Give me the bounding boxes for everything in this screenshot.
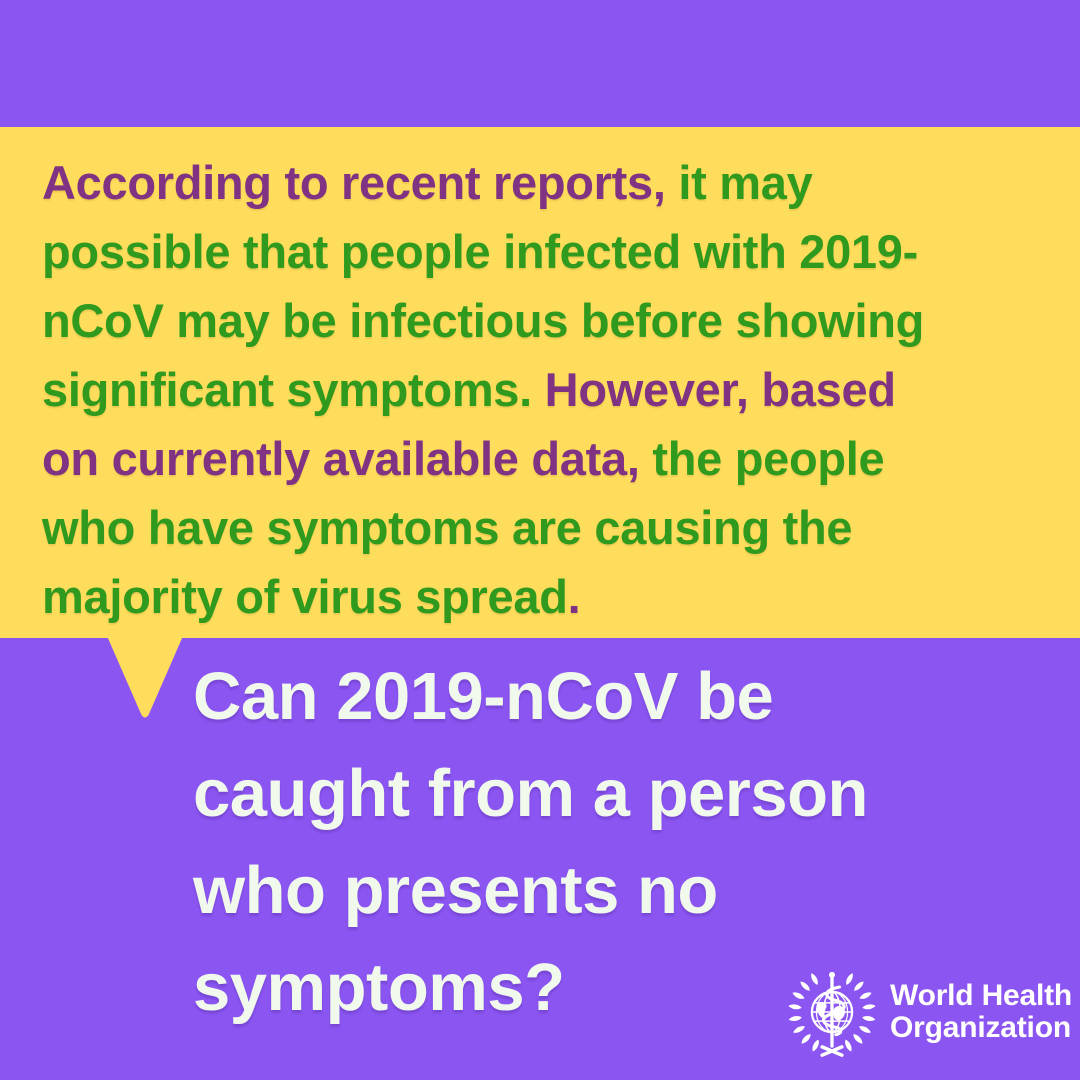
bubble-text-line: on currently available data, the people xyxy=(42,424,1040,493)
bubble-text-line: According to recent reports, it may xyxy=(42,148,1040,217)
bubble-text-segment: However, based xyxy=(531,363,896,416)
bubble-text-line: significant symptoms. However, based xyxy=(42,355,1040,424)
bubble-text-segment: it may xyxy=(665,156,813,209)
bubble-text-line: nCoV may be infectious before showing xyxy=(42,286,1040,355)
speech-bubble: According to recent reports, it may possi… xyxy=(0,127,1080,638)
bubble-text-segment: significant symptoms. xyxy=(42,363,532,416)
bubble-text-segment: who have symptoms are causing the xyxy=(42,501,853,554)
bubble-text-segment: . xyxy=(567,570,581,623)
who-wordmark-line1: World Health xyxy=(890,979,1073,1012)
bubble-text-segment: nCoV may be infectious before showing xyxy=(42,294,925,347)
who-emblem-icon xyxy=(788,971,876,1057)
bubble-text: According to recent reports, it may possi… xyxy=(42,148,1040,631)
bubble-text-line: who have symptoms are causing the xyxy=(42,493,1040,562)
who-wordmark-line2: Organization xyxy=(890,1011,1071,1044)
question-text: Can 2019-nCoV be caught from a person wh… xyxy=(193,659,868,1025)
bubble-text-segment: possible that people infected with 2019- xyxy=(42,225,918,278)
bubble-text-segment: the people xyxy=(639,432,885,485)
speech-bubble-tail-icon xyxy=(107,636,183,718)
bubble-text-line: majority of virus spread. xyxy=(42,562,1040,631)
who-wordmark: World Health Organization xyxy=(890,980,1072,1044)
bubble-text-segment: on currently available data, xyxy=(42,432,640,485)
bubble-text-segment: According to recent reports, xyxy=(42,156,666,209)
bubble-text-line: possible that people infected with 2019- xyxy=(42,217,1040,286)
bubble-text-segment: majority of virus spread xyxy=(42,570,568,623)
who-logo: World Health Organization xyxy=(785,964,1072,1060)
